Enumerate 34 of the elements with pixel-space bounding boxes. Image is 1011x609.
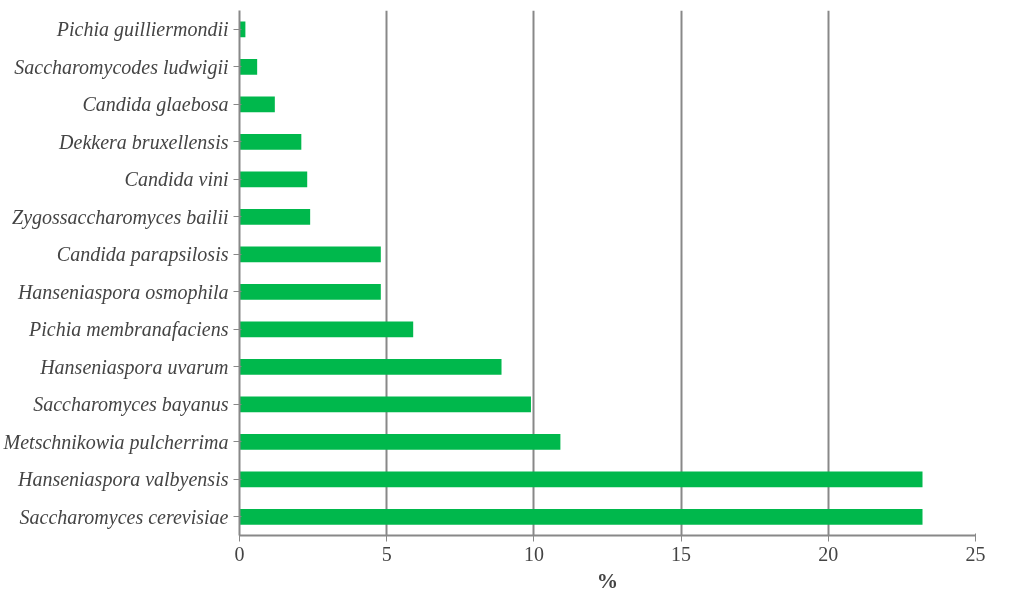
x-tick-label: 10 <box>523 542 544 565</box>
y-tick-label: Hanseniaspora uvarum <box>39 355 229 379</box>
y-tick-label: Pichia guilliermondii <box>55 18 229 42</box>
bar <box>239 508 923 525</box>
y-tick-label: Saccharomyces cerevisiae <box>19 505 229 529</box>
y-tick-label: Hanseniaspora valbyensis <box>16 468 229 492</box>
y-tick-label: Hanseniaspora osmophila <box>16 280 229 304</box>
bar <box>239 96 275 113</box>
bar <box>239 208 311 225</box>
bar <box>239 283 381 300</box>
bar <box>239 171 308 188</box>
bar <box>239 133 302 150</box>
bar <box>239 246 381 263</box>
y-tick-label: Zygossaccharomyces bailii <box>12 205 229 229</box>
x-tick-label: 0 <box>234 542 245 565</box>
y-tick-label: Saccharomyces bayanus <box>33 393 229 417</box>
y-tick-label: Saccharomycodes ludwigii <box>14 55 229 79</box>
bar <box>239 321 414 338</box>
y-tick-label: Metschnikowia pulcherrima <box>2 430 229 454</box>
y-tick-label: Candida parapsilosis <box>56 243 229 267</box>
x-tick-label: 25 <box>965 542 986 565</box>
x-tick-label: 5 <box>381 542 392 565</box>
y-tick-label: Dekkera bruxellensis <box>58 130 229 153</box>
x-tick-label: 15 <box>671 542 692 565</box>
bar <box>239 396 531 413</box>
bar <box>239 433 561 450</box>
y-tick-label: Pichia membranafaciens <box>28 318 229 342</box>
y-tick-label: Candida glaebosa <box>82 93 229 117</box>
bar <box>239 471 923 488</box>
x-axis-title: % <box>596 568 619 593</box>
bar <box>239 358 502 375</box>
x-tick-label: 20 <box>818 542 839 565</box>
y-tick-label: Candida vini <box>124 168 229 191</box>
bar <box>239 58 258 75</box>
